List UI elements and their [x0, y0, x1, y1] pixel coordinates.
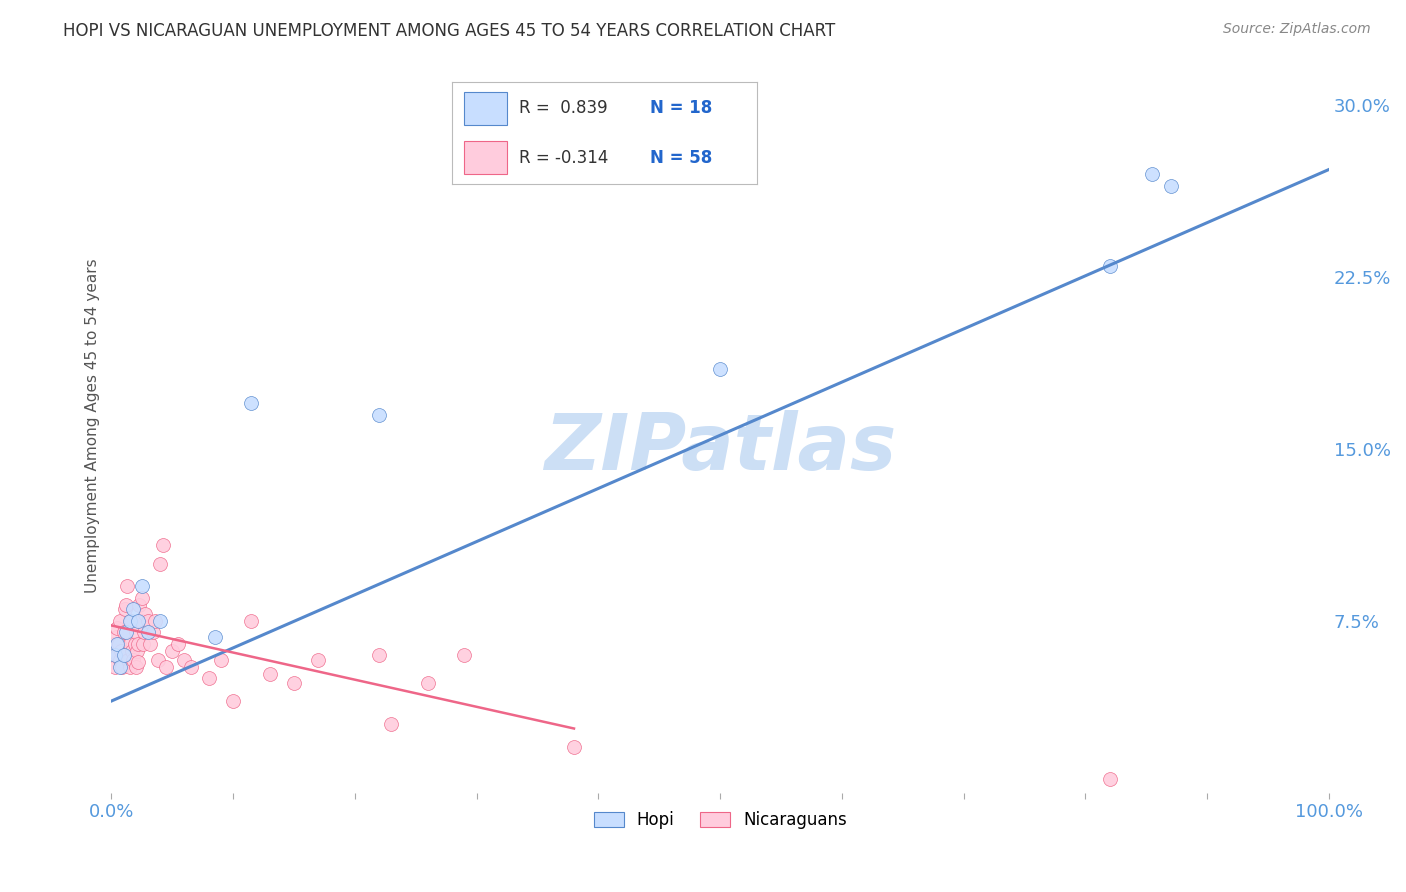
Point: [107, 648, 129, 663]
Point: [368, 648, 391, 663]
Point: [111, 659, 134, 673]
Point: [122, 602, 145, 616]
Point: [127, 637, 149, 651]
Point: [198, 671, 221, 685]
Point: [709, 362, 731, 376]
Point: [453, 648, 475, 663]
Point: [118, 637, 141, 651]
Point: [124, 637, 146, 651]
Text: Source: ZipAtlas.com: Source: ZipAtlas.com: [1223, 22, 1371, 37]
Point: [167, 637, 190, 651]
Point: [283, 675, 305, 690]
Point: [127, 655, 149, 669]
Point: [562, 739, 585, 754]
Point: [125, 625, 148, 640]
Point: [180, 659, 202, 673]
Point: [131, 579, 153, 593]
Point: [121, 643, 143, 657]
Point: [107, 637, 129, 651]
Point: [132, 637, 155, 651]
Point: [114, 602, 136, 616]
Point: [117, 653, 139, 667]
Point: [1142, 167, 1164, 181]
Point: [112, 648, 135, 663]
Point: [134, 607, 156, 621]
Point: [129, 614, 152, 628]
Point: [152, 538, 174, 552]
Y-axis label: Unemployment Among Ages 45 to 54 years: Unemployment Among Ages 45 to 54 years: [86, 259, 100, 593]
Point: [112, 648, 135, 663]
Point: [139, 637, 162, 651]
Point: [108, 614, 131, 628]
Point: [127, 614, 149, 628]
Point: [136, 625, 159, 640]
Point: [108, 659, 131, 673]
Point: [1160, 178, 1182, 193]
Point: [368, 408, 391, 422]
Point: [125, 643, 148, 657]
Point: [103, 637, 125, 651]
Point: [118, 659, 141, 673]
Point: [380, 717, 402, 731]
Text: HOPI VS NICARAGUAN UNEMPLOYMENT AMONG AGES 45 TO 54 YEARS CORRELATION CHART: HOPI VS NICARAGUAN UNEMPLOYMENT AMONG AG…: [63, 22, 835, 40]
Point: [115, 598, 138, 612]
Point: [136, 614, 159, 628]
Point: [110, 643, 132, 657]
Point: [134, 625, 156, 640]
Point: [149, 557, 172, 571]
Point: [142, 625, 165, 640]
Point: [115, 579, 138, 593]
Point: [115, 625, 138, 640]
Point: [125, 659, 148, 673]
Point: [104, 648, 127, 663]
Point: [209, 653, 232, 667]
Point: [1098, 259, 1121, 273]
Point: [155, 659, 177, 673]
Legend: Hopi, Nicaraguans: Hopi, Nicaraguans: [586, 805, 853, 836]
Point: [143, 614, 166, 628]
Point: [105, 630, 128, 644]
Point: [120, 614, 142, 628]
Point: [128, 598, 150, 612]
Point: [104, 659, 127, 673]
Point: [240, 396, 263, 410]
Point: [107, 637, 129, 651]
Point: [146, 653, 169, 667]
Point: [149, 614, 172, 628]
Point: [173, 653, 195, 667]
Point: [240, 614, 263, 628]
Point: [416, 675, 439, 690]
Point: [307, 653, 329, 667]
Point: [1098, 772, 1121, 786]
Point: [204, 630, 226, 644]
Point: [122, 653, 145, 667]
Point: [222, 694, 245, 708]
Point: [162, 643, 184, 657]
Point: [112, 625, 135, 640]
Point: [108, 653, 131, 667]
Point: [259, 666, 281, 681]
Point: [131, 591, 153, 605]
Point: [118, 614, 141, 628]
Point: [107, 621, 129, 635]
Text: ZIPatlas: ZIPatlas: [544, 410, 896, 486]
